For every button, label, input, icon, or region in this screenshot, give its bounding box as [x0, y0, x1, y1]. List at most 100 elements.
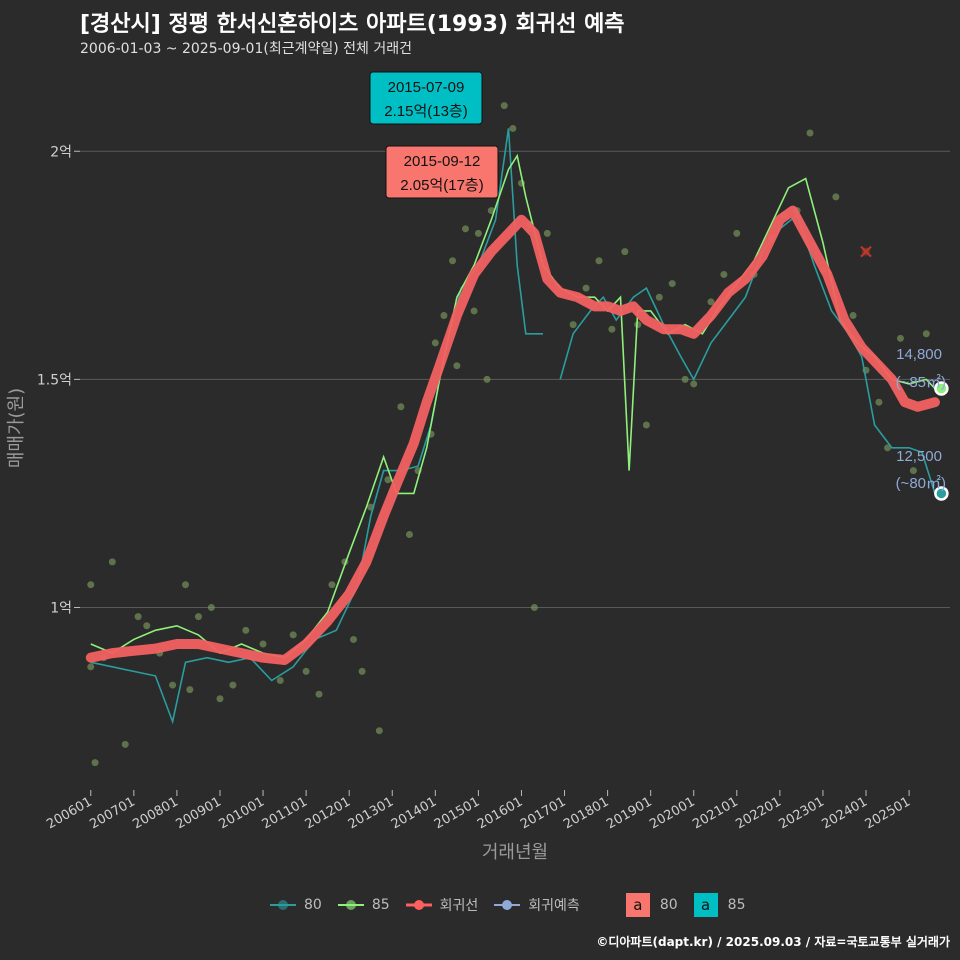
- data-point: [470, 307, 478, 315]
- data-point: [483, 375, 491, 383]
- data-point: [668, 280, 676, 288]
- data-point: [449, 257, 457, 265]
- data-point: [216, 695, 224, 703]
- x-tick-label: 201001: [217, 794, 267, 832]
- x-tick-label: 200801: [130, 794, 180, 832]
- data-point: [509, 124, 517, 132]
- data-point: [461, 225, 469, 233]
- legend-key-prediction: [494, 900, 521, 910]
- max85-label-box: [369, 71, 483, 125]
- data-point: [121, 740, 129, 748]
- data-point: [733, 229, 741, 237]
- data-point: [720, 270, 728, 278]
- data-point: [358, 667, 366, 675]
- data-point: [621, 248, 629, 256]
- legend-item-85: 85: [337, 897, 390, 913]
- max85-price: 2.15억(13층): [384, 103, 467, 120]
- x-tick-label: 201101: [260, 794, 310, 832]
- x-tick-label: 201801: [561, 794, 611, 832]
- data-point: [375, 727, 383, 735]
- footer-credit: ©디아파트(dapt.kr) / 2025.09.03 / 자료=국토교통부 실…: [596, 935, 950, 949]
- data-point: [655, 293, 663, 301]
- legend-label-regression: 회귀선: [439, 898, 479, 914]
- data-point: [608, 325, 616, 333]
- x-tick-label: 202001: [647, 794, 697, 832]
- x-tick-label: 202401: [820, 794, 870, 832]
- prediction-point-80: [934, 486, 949, 501]
- series-line-regression: [85, 205, 940, 665]
- data-point: [242, 626, 250, 634]
- data-point: [302, 667, 310, 675]
- x-tick-label: 201701: [518, 794, 568, 832]
- max80-price: 2.05억(17층): [400, 177, 483, 194]
- data-point: [405, 531, 413, 538]
- y-tick-label: 1억: [50, 601, 72, 617]
- legend-box-80-glyph: a: [625, 893, 650, 917]
- legend-label-85: 85: [371, 897, 390, 913]
- data-point: [169, 681, 177, 689]
- data-point: [806, 129, 814, 137]
- data-point: [108, 558, 116, 566]
- legend: 80 85 회귀선 회귀예측 a 80 a 85: [270, 893, 761, 917]
- legend-box-85-label: 85: [727, 897, 746, 913]
- data-point: [474, 229, 482, 237]
- data-point: [690, 380, 698, 388]
- data-point: [276, 677, 284, 684]
- data-point: [349, 635, 357, 643]
- scatter-points: [87, 102, 930, 767]
- x-tick-label: 202301: [776, 794, 826, 832]
- data-point: [875, 398, 883, 406]
- data-point: [87, 581, 95, 589]
- data-point: [909, 467, 917, 475]
- y-tick-label: 1.5억: [37, 372, 72, 388]
- x-tick-labels: 2006012007012008012009012010012011012012…: [44, 794, 913, 832]
- pred80-area: (~80㎡): [896, 475, 946, 492]
- x-tick-label: 201201: [303, 794, 353, 832]
- y-tick-labels: 1억 1.5억 2억: [37, 144, 72, 616]
- outlier-point: [862, 247, 871, 256]
- legend-key-regression: [405, 900, 432, 910]
- page-title: [경산시] 정평 한서신혼하이츠 아파트(1993) 회귀선 예측: [80, 12, 625, 37]
- pred85-value: 14,800: [896, 346, 942, 363]
- data-point: [642, 421, 650, 429]
- data-point: [582, 284, 590, 292]
- data-point: [500, 102, 508, 110]
- x-tick-label: 201301: [346, 794, 396, 832]
- data-point: [186, 686, 194, 694]
- data-point: [832, 193, 840, 201]
- max85-date: 2015-07-09: [388, 79, 465, 96]
- data-point: [543, 229, 551, 237]
- grid-lines: [74, 150, 950, 796]
- series-line-80-b: [559, 213, 936, 494]
- annotation-marks: [860, 245, 949, 501]
- x-tick-label: 201901: [604, 794, 654, 832]
- legend-box-80: a 80: [625, 893, 678, 917]
- data-point: [884, 444, 892, 452]
- pred85-area: (~85㎡): [896, 374, 946, 391]
- data-point: [182, 581, 190, 589]
- max80-date: 2015-09-12: [404, 153, 481, 170]
- legend-key-80: [270, 900, 296, 910]
- x-tick-label: 200601: [44, 794, 94, 832]
- data-point: [681, 375, 689, 383]
- data-point: [315, 690, 323, 698]
- data-point: [229, 681, 237, 689]
- data-point: [143, 622, 151, 630]
- max80-label-box: [385, 145, 499, 199]
- x-tick-label: 202501: [863, 794, 913, 832]
- x-tick-label: 202101: [690, 794, 740, 832]
- x-tick-label: 201601: [475, 794, 525, 832]
- legend-label-prediction: 회귀예측: [528, 898, 580, 914]
- x-tick-label: 200701: [87, 794, 137, 832]
- legend-item-prediction: 회귀예측: [494, 895, 580, 915]
- data-point: [595, 257, 603, 265]
- legend-label-80: 80: [304, 897, 322, 913]
- data-point: [259, 640, 267, 648]
- data-point: [87, 663, 95, 671]
- data-point: [453, 362, 461, 370]
- data-point: [431, 339, 439, 347]
- x-tick-label: 201501: [432, 794, 482, 832]
- data-point: [384, 476, 392, 484]
- prediction-point-85: [934, 381, 949, 396]
